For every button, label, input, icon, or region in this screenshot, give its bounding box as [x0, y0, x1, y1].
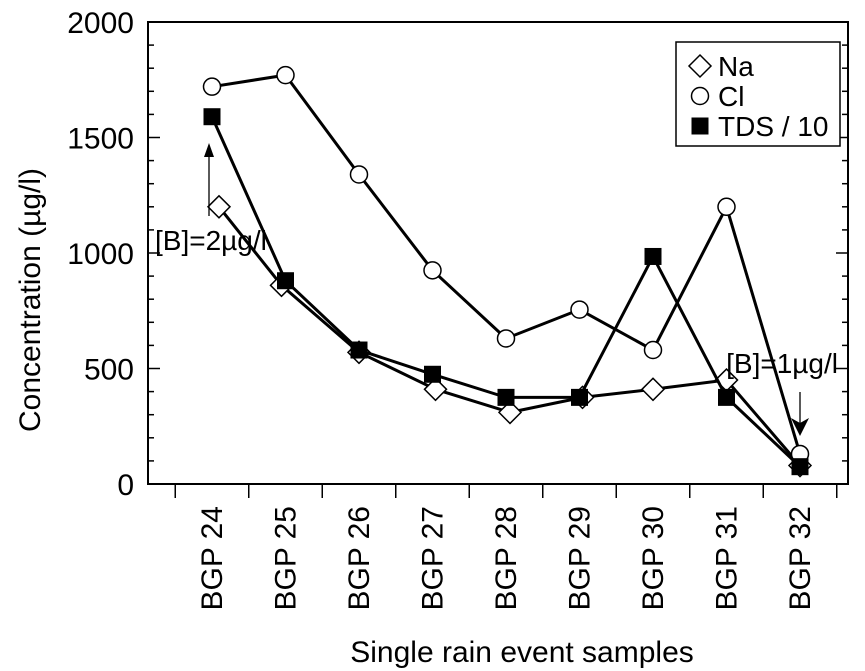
- y-tick-label: 2000: [67, 7, 134, 40]
- data-point-cl: [202, 77, 222, 96]
- legend-item-na: Na: [687, 51, 754, 82]
- data-point-tds: [571, 388, 588, 406]
- x-tick-label: BGP 31: [711, 506, 744, 611]
- data-point-tds: [203, 108, 221, 126]
- legend-label: Cl: [718, 81, 744, 112]
- annotation-arrowhead: [204, 143, 214, 157]
- annotation: [B]=1µg/l: [726, 348, 838, 436]
- data-point-na: [497, 400, 523, 425]
- x-tick-label: BGP 32: [784, 506, 817, 611]
- y-axis-ticks: 0 500 1000 1500 2000: [67, 7, 848, 502]
- annotation-text: [B]=1µg/l: [726, 348, 838, 379]
- annotation-arrowhead: [791, 418, 809, 436]
- data-point-tds: [424, 365, 441, 383]
- series-cl: [202, 65, 810, 464]
- series-tds: [203, 108, 809, 476]
- legend-marker-tds: [691, 117, 709, 135]
- y-tick-label: 1000: [67, 238, 134, 271]
- annotation-text: [B]=2µg/l: [155, 225, 267, 256]
- data-point-na: [206, 194, 232, 219]
- x-tick-label: BGP 25: [270, 506, 303, 611]
- y-tick-label: 0: [117, 469, 134, 502]
- legend-item-tds: TDS / 10: [691, 111, 828, 142]
- legend-item-cl: Cl: [690, 81, 744, 112]
- data-point-cl: [717, 197, 736, 217]
- data-point-cl: [349, 165, 369, 184]
- y-tick-label: 500: [84, 354, 134, 387]
- data-point-cl: [570, 300, 589, 319]
- y-axis-label: Concentration (µg/l): [14, 168, 47, 432]
- x-tick-label: BGP 27: [417, 506, 450, 611]
- x-tick-label: BGP 26: [343, 506, 376, 611]
- data-point-tds: [277, 272, 294, 290]
- data-point-tds: [791, 458, 809, 476]
- data-point-tds: [644, 247, 662, 265]
- data-point-cl: [643, 340, 663, 360]
- x-tick-label: BGP 28: [490, 506, 523, 611]
- series-layer: [202, 65, 813, 478]
- data-point-cl: [276, 65, 295, 85]
- data-point-tds: [497, 388, 515, 406]
- data-point-tds: [350, 341, 368, 359]
- data-point-na: [423, 377, 448, 402]
- legend-label: TDS / 10: [718, 111, 828, 142]
- annotation-layer: [B]=2µg/l [B]=1µg/l: [155, 143, 838, 436]
- x-tick-label: BGP 30: [637, 506, 670, 611]
- y-tick-label: 1500: [67, 123, 134, 156]
- data-point-tds: [718, 388, 735, 406]
- legend-label: Na: [718, 51, 754, 82]
- legend-marker-na: [687, 53, 713, 79]
- data-point-na: [640, 377, 666, 402]
- legend-marker-cl: [690, 86, 710, 106]
- x-tick-label: BGP 29: [564, 506, 597, 611]
- annotation: [B]=2µg/l: [155, 143, 267, 256]
- x-tick-label: BGP 24: [196, 506, 229, 611]
- data-point-cl: [496, 329, 516, 348]
- data-point-cl: [423, 261, 442, 280]
- x-axis-label: Single rain event samples: [350, 636, 694, 669]
- x-axis-ticks: BGP 24 BGP 25 BGP 26 BGP 27 BGP 28 BGP 29 BGP …: [174, 484, 838, 611]
